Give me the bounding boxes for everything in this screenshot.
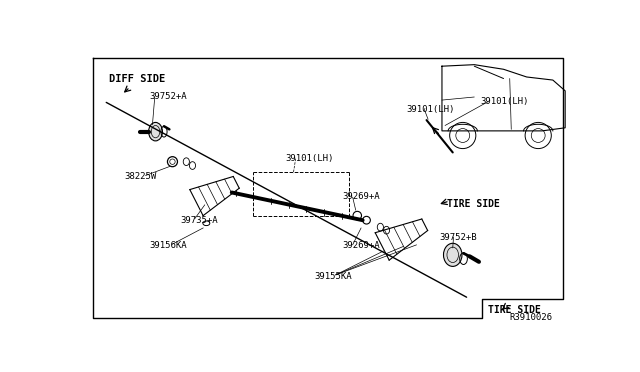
Text: 39269+A: 39269+A [342,241,380,250]
Text: 39155KA: 39155KA [314,272,352,281]
Text: 39752+B: 39752+B [440,232,477,241]
Text: 39101(LH): 39101(LH) [406,105,455,114]
Text: TIRE SIDE: TIRE SIDE [488,305,541,315]
Text: 39101(LH): 39101(LH) [285,154,334,163]
Text: TIRE SIDE: TIRE SIDE [447,199,500,209]
Text: 39735+A: 39735+A [180,216,218,225]
Text: 39752+A: 39752+A [149,92,187,102]
Text: DIFF SIDE: DIFF SIDE [109,74,166,84]
Text: 39101(LH): 39101(LH) [481,97,529,106]
Text: 39269+A: 39269+A [342,192,380,202]
Ellipse shape [148,122,163,141]
Text: 39156KA: 39156KA [149,241,187,250]
Text: 38225W: 38225W [124,172,156,181]
Ellipse shape [444,243,462,266]
Text: R3910026: R3910026 [509,312,552,322]
